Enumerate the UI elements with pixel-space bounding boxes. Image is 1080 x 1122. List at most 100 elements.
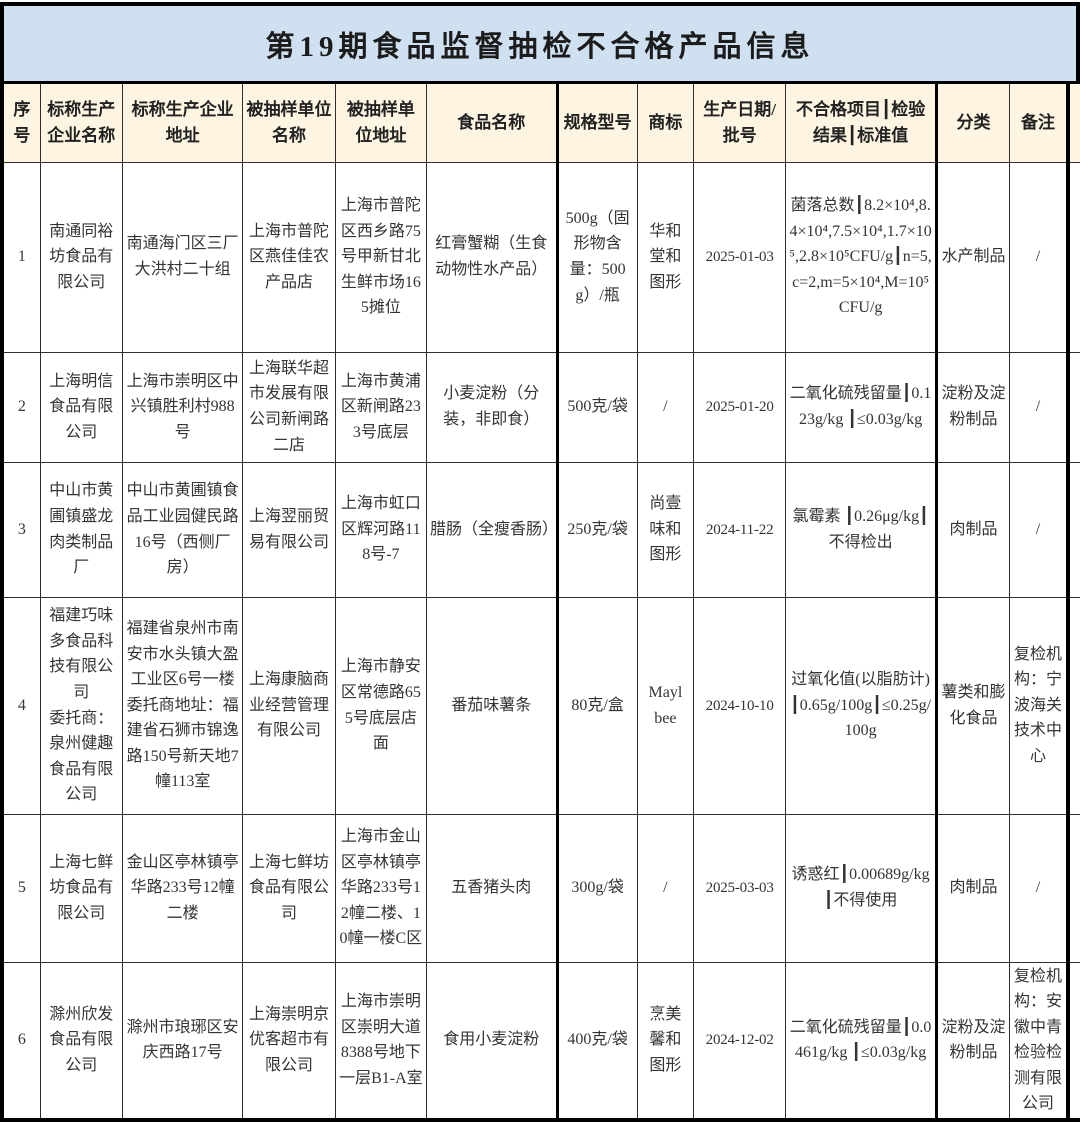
cell-spec: 80克/盒 [556, 596, 638, 815]
cell-remark: 复检机构：宁波海关技术中心 [1009, 596, 1070, 815]
cell-production-date: 2025-01-20 [692, 351, 787, 463]
cell-producer-address: 滁州市琅琊区安庆西路17号 [121, 961, 244, 1121]
header-producer-name: 标称生产企业名称 [39, 84, 123, 163]
cell-remark: / [1009, 351, 1070, 463]
cell-producer-address: 中山市黄圃镇食品工业园健民路16号（西侧厂房） [121, 461, 244, 598]
cell-brand: / [636, 813, 695, 963]
cell-edge-sliver [1067, 596, 1080, 815]
cell-failed-item: 菌落总数┃8.2×10⁴,8.4×10⁴,7.5×10⁴,1.7×10⁵,2.8… [785, 161, 938, 353]
cell-producer-name: 滁州欣发食品有限公司 [39, 961, 123, 1121]
cell-producer-address: 南通海门区三厂大洪村二十组 [121, 161, 244, 353]
cell-sampled-unit-name: 上海联华超市发展有限公司新闸路二店 [242, 351, 336, 463]
cell-sampled-unit-address: 上海市虹口区辉河路118号-7 [334, 461, 428, 598]
cell-remark: 复检机构：安徽中青检验检测有限公司 [1009, 961, 1070, 1121]
cell-food-name: 五香猪头肉 [426, 813, 559, 963]
cell-category: 水产制品 [935, 161, 1011, 353]
table-row: 3 中山市黄圃镇盛龙肉类制品厂 中山市黄圃镇食品工业园健民路16号（西侧厂房） … [1, 461, 1080, 598]
cell-failed-item: 诱惑红┃0.00689g/kg┃不得使用 [785, 813, 938, 963]
cell-production-date: 2024-11-22 [692, 461, 787, 598]
cell-seq: 5 [1, 813, 41, 963]
header-food-name: 食品名称 [426, 84, 559, 163]
header-spec: 规格型号 [556, 84, 638, 163]
cell-seq: 1 [1, 161, 41, 353]
cell-brand: 尚壹味和图形 [636, 461, 695, 598]
cell-food-name: 腊肠（全瘦香肠） [426, 461, 559, 598]
cell-edge-sliver [1067, 813, 1080, 963]
cell-failed-item: 二氧化硫残留量┃0.123g/kg ┃≤0.03g/kg [785, 351, 938, 463]
cell-spec: 500g（固形物含量：500g）/瓶 [556, 161, 638, 353]
cell-food-name: 食用小麦淀粉 [426, 961, 559, 1121]
cell-producer-name: 中山市黄圃镇盛龙肉类制品厂 [39, 461, 123, 598]
table-row: 5 上海七鲜坊食品有限公司 金山区亭林镇亭华路233号12幢二楼 上海七鲜坊食品… [1, 813, 1080, 963]
cell-brand: Maylbee [636, 596, 695, 815]
header-row: 序号 标称生产企业名称 标称生产企业地址 被抽样单位名称 被抽样单位地址 食品名… [1, 84, 1080, 163]
cell-sampled-unit-address: 上海市普陀区西乡路75号甲新甘北生鲜市场165摊位 [334, 161, 428, 353]
header-producer-address: 标称生产企业地址 [121, 84, 244, 163]
cell-producer-name: 上海七鲜坊食品有限公司 [39, 813, 123, 963]
cell-sampled-unit-address: 上海市崇明区崇明大道8388号地下一层B1-A室 [334, 961, 428, 1121]
cell-edge-sliver [1067, 961, 1080, 1121]
cell-category: 淀粉及淀粉制品 [935, 351, 1011, 463]
cell-producer-address: 上海市崇明区中兴镇胜利村988号 [121, 351, 244, 463]
cell-failed-item: 二氧化硫残留量┃0.0461g/kg ┃≤0.03g/kg [785, 961, 938, 1121]
cell-spec: 400克/袋 [556, 961, 638, 1121]
cell-sampled-unit-name: 上海崇明京优客超市有限公司 [242, 961, 336, 1121]
header-edge-sliver [1067, 84, 1080, 163]
cell-category: 薯类和膨化食品 [935, 596, 1011, 815]
table-row: 2 上海明信食品有限公司 上海市崇明区中兴镇胜利村988号 上海联华超市发展有限… [1, 351, 1080, 463]
cell-food-name: 小麦淀粉（分装，非即食） [426, 351, 559, 463]
cell-category: 淀粉及淀粉制品 [935, 961, 1011, 1121]
cell-seq: 3 [1, 461, 41, 598]
cell-failed-item: 氯霉素 ┃0.26μg/kg┃不得检出 [785, 461, 938, 598]
cell-sampled-unit-address: 上海市金山区亭林镇亭华路233号12幢二楼、10幢一楼C区 [334, 813, 428, 963]
cell-producer-name: 南通同裕坊食品有限公司 [39, 161, 123, 353]
cell-producer-address: 金山区亭林镇亭华路233号12幢二楼 [121, 813, 244, 963]
inspection-table: 序号 标称生产企业名称 标称生产企业地址 被抽样单位名称 被抽样单位地址 食品名… [0, 84, 1080, 1122]
cell-production-date: 2025-03-03 [692, 813, 787, 963]
cell-remark: / [1009, 813, 1070, 963]
header-sampled-unit-address: 被抽样单位地址 [334, 84, 428, 163]
header-failed-item: 不合格项目┃检验结果┃标准值 [785, 84, 938, 163]
cell-seq: 6 [1, 961, 41, 1121]
cell-production-date: 2024-12-02 [692, 961, 787, 1121]
cell-production-date: 2024-10-10 [692, 596, 787, 815]
header-category: 分类 [935, 84, 1011, 163]
cell-production-date: 2025-01-03 [692, 161, 787, 353]
table-row: 1 南通同裕坊食品有限公司 南通海门区三厂大洪村二十组 上海市普陀区燕佳佳农产品… [1, 161, 1080, 353]
header-sampled-unit-name: 被抽样单位名称 [242, 84, 336, 163]
cell-category: 肉制品 [935, 813, 1011, 963]
cell-sampled-unit-name: 上海市普陀区燕佳佳农产品店 [242, 161, 336, 353]
cell-seq: 2 [1, 351, 41, 463]
cell-sampled-unit-address: 上海市黄浦区新闸路233号底层 [334, 351, 428, 463]
cell-edge-sliver [1067, 461, 1080, 598]
cell-food-name: 红膏蟹糊（生食动物性水产品） [426, 161, 559, 353]
cell-food-name: 番茄味薯条 [426, 596, 559, 815]
cell-seq: 4 [1, 596, 41, 815]
cell-brand: 烹美馨和图形 [636, 961, 695, 1121]
header-brand: 商标 [636, 84, 695, 163]
cell-category: 肉制品 [935, 461, 1011, 598]
cell-remark: / [1009, 161, 1070, 353]
cell-producer-name: 上海明信食品有限公司 [39, 351, 123, 463]
table-row: 4 福建巧味多食品科技有限公司 委托商：泉州健趣食品有限公司 福建省泉州市南安市… [1, 596, 1080, 815]
cell-failed-item: 过氧化值(以脂肪计)┃0.65g/100g┃≤0.25g/100g [785, 596, 938, 815]
table-row: 6 滁州欣发食品有限公司 滁州市琅琊区安庆西路17号 上海崇明京优客超市有限公司… [1, 961, 1080, 1121]
page-title: 第19期食品监督抽检不合格产品信息 [0, 2, 1080, 84]
cell-sampled-unit-name: 上海康脑商业经营管理有限公司 [242, 596, 336, 815]
header-remark: 备注 [1009, 84, 1070, 163]
cell-spec: 300g/袋 [556, 813, 638, 963]
cell-spec: 500克/袋 [556, 351, 638, 463]
cell-sampled-unit-name: 上海七鲜坊食品有限公司 [242, 813, 336, 963]
cell-producer-address: 福建省泉州市南安市水头镇大盈工业区6号一楼 委托商地址：福建省石狮市锦逸路150… [121, 596, 244, 815]
cell-spec: 250克/袋 [556, 461, 638, 598]
cell-edge-sliver [1067, 351, 1080, 463]
cell-sampled-unit-name: 上海翌丽贸易有限公司 [242, 461, 336, 598]
cell-brand: 华和堂和图形 [636, 161, 695, 353]
header-production-date: 生产日期/批号 [692, 84, 787, 163]
cell-brand: / [636, 351, 695, 463]
cell-sampled-unit-address: 上海市静安区常德路655号底层店面 [334, 596, 428, 815]
header-seq: 序号 [1, 84, 41, 163]
cell-remark: / [1009, 461, 1070, 598]
cell-edge-sliver [1067, 161, 1080, 353]
cell-producer-name: 福建巧味多食品科技有限公司 委托商：泉州健趣食品有限公司 [39, 596, 123, 815]
